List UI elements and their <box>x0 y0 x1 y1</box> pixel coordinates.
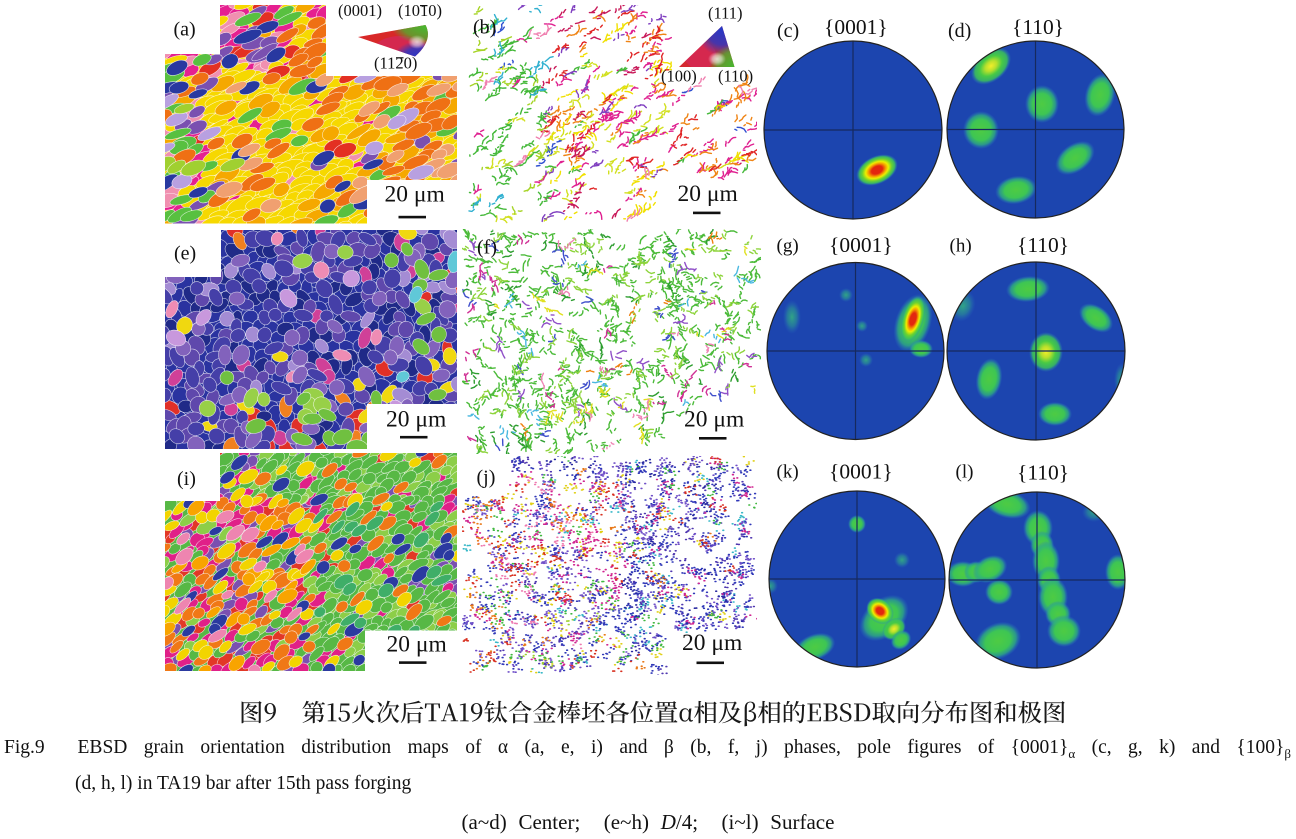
svg-text:(d): (d) <box>948 20 971 42</box>
svg-text:(c): (c) <box>777 20 799 42</box>
svg-text:(j): (j) <box>477 467 496 489</box>
svg-text:(1010): (1010) <box>398 1 442 20</box>
svg-text:(100): (100) <box>661 67 697 86</box>
svg-text:{110}: {110} <box>1012 15 1064 39</box>
svg-text:20 μm: 20 μm <box>678 181 738 207</box>
svg-text:(h): (h) <box>950 236 972 257</box>
svg-text:20 μm: 20 μm <box>385 182 445 208</box>
svg-text:(1120): (1120) <box>374 54 417 73</box>
svg-text:{0001}: {0001} <box>829 460 893 484</box>
svg-text:(l): (l) <box>956 462 974 483</box>
svg-text:(0001): (0001) <box>338 1 382 20</box>
svg-text:{110}: {110} <box>1017 233 1069 257</box>
svg-text:{0001}: {0001} <box>824 15 888 39</box>
svg-text:(a): (a) <box>174 19 196 41</box>
svg-text:(b): (b) <box>473 17 496 39</box>
svg-text:(e): (e) <box>174 243 196 265</box>
svg-text:20 μm: 20 μm <box>682 630 742 656</box>
svg-text:20 μm: 20 μm <box>684 406 744 432</box>
svg-text:(111): (111) <box>708 4 743 23</box>
svg-text:(g): (g) <box>777 236 799 257</box>
svg-text:20 μm: 20 μm <box>387 632 447 658</box>
svg-text:{0001}: {0001} <box>829 233 893 257</box>
svg-text:(110): (110) <box>718 67 753 86</box>
svg-text:{110}: {110} <box>1017 461 1069 485</box>
svg-text:20 μm: 20 μm <box>386 407 446 433</box>
svg-text:(f): (f) <box>477 237 497 259</box>
svg-text:(i): (i) <box>177 468 196 490</box>
svg-text:(k): (k) <box>777 462 799 483</box>
